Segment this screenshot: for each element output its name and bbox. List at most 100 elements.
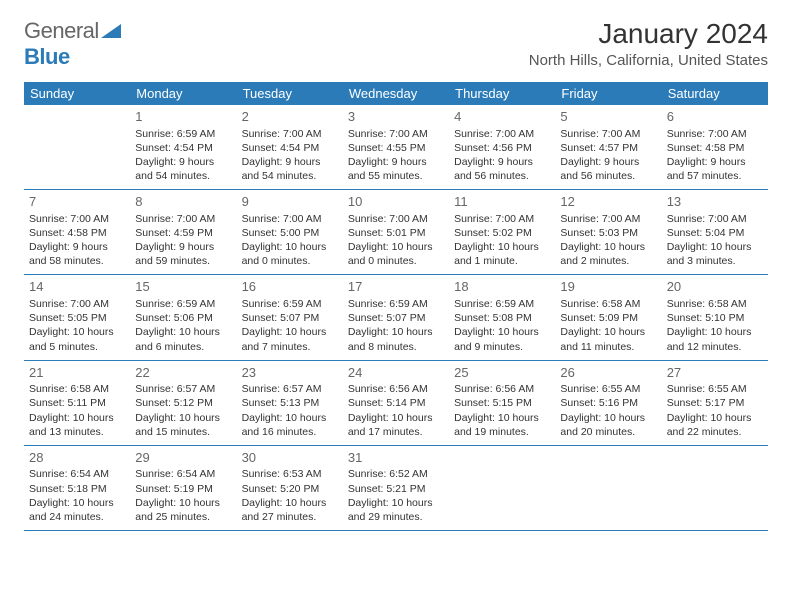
sunrise-text: Sunrise: 7:00 AM [560, 212, 656, 226]
calendar-cell: 24Sunrise: 6:56 AMSunset: 5:14 PMDayligh… [343, 360, 449, 445]
day-number: 26 [560, 364, 656, 382]
day-number: 6 [667, 108, 763, 126]
sunset-text: Sunset: 5:01 PM [348, 226, 444, 240]
day-header-row: Sunday Monday Tuesday Wednesday Thursday… [24, 82, 768, 105]
sunrise-text: Sunrise: 6:58 AM [560, 297, 656, 311]
sunset-text: Sunset: 4:54 PM [135, 141, 231, 155]
sunrise-text: Sunrise: 7:00 AM [242, 212, 338, 226]
calendar-cell [24, 105, 130, 190]
day-number: 10 [348, 193, 444, 211]
calendar-week-row: 1Sunrise: 6:59 AMSunset: 4:54 PM Daylight… [24, 105, 768, 190]
sunrise-text: Sunrise: 7:00 AM [667, 127, 763, 141]
calendar-cell: 27Sunrise: 6:55 AMSunset: 5:17 PMDayligh… [662, 360, 768, 445]
calendar-week-row: 14Sunrise: 7:00 AMSunset: 5:05 PM Dayligh… [24, 275, 768, 360]
daylight-text: Daylight: 9 hours and 55 minutes. [348, 155, 444, 183]
daylight-text: Daylight: 10 hours and 11 minutes. [560, 325, 656, 353]
daylight-text: Daylight: 10 hours and 17 minutes. [348, 411, 444, 439]
day-number: 22 [135, 364, 231, 382]
calendar-cell: 13Sunrise: 7:00 AMSunset: 5:04 PMDayligh… [662, 190, 768, 275]
day-number: 21 [29, 364, 125, 382]
sunset-text: Sunset: 5:02 PM [454, 226, 550, 240]
calendar-cell: 15Sunrise: 6:59 AMSunset: 5:06 PMDayligh… [130, 275, 236, 360]
sunset-text: Sunset: 4:59 PM [135, 226, 231, 240]
daylight-text: Daylight: 10 hours and 25 minutes. [135, 496, 231, 524]
brand-part1: General [24, 18, 99, 43]
sunset-text: Sunset: 5:05 PM [29, 311, 125, 325]
daylight-text: Daylight: 10 hours and 0 minutes. [242, 240, 338, 268]
calendar-cell: 14Sunrise: 7:00 AMSunset: 5:05 PMDayligh… [24, 275, 130, 360]
sunrise-text: Sunrise: 6:59 AM [135, 127, 231, 141]
day-number: 20 [667, 278, 763, 296]
daylight-text: Daylight: 10 hours and 7 minutes. [242, 325, 338, 353]
calendar-cell: 31Sunrise: 6:52 AMSunset: 5:21 PMDayligh… [343, 445, 449, 530]
daylight-text: Daylight: 10 hours and 1 minute. [454, 240, 550, 268]
day-header: Monday [130, 82, 236, 105]
day-number: 13 [667, 193, 763, 211]
day-number: 27 [667, 364, 763, 382]
daylight-text: Daylight: 10 hours and 27 minutes. [242, 496, 338, 524]
sunrise-text: Sunrise: 6:53 AM [242, 467, 338, 481]
calendar-cell: 20Sunrise: 6:58 AMSunset: 5:10 PMDayligh… [662, 275, 768, 360]
sunset-text: Sunset: 5:03 PM [560, 226, 656, 240]
calendar-cell: 22Sunrise: 6:57 AMSunset: 5:12 PMDayligh… [130, 360, 236, 445]
day-number: 14 [29, 278, 125, 296]
sunset-text: Sunset: 5:04 PM [667, 226, 763, 240]
sunset-text: Sunset: 5:00 PM [242, 226, 338, 240]
daylight-text: Daylight: 10 hours and 29 minutes. [348, 496, 444, 524]
daylight-text: Daylight: 10 hours and 3 minutes. [667, 240, 763, 268]
calendar-cell: 1Sunrise: 6:59 AMSunset: 4:54 PMDaylight… [130, 105, 236, 190]
sunrise-text: Sunrise: 7:00 AM [454, 212, 550, 226]
day-number: 9 [242, 193, 338, 211]
day-number: 2 [242, 108, 338, 126]
calendar-cell: 4Sunrise: 7:00 AMSunset: 4:56 PMDaylight… [449, 105, 555, 190]
calendar-cell: 23Sunrise: 6:57 AMSunset: 5:13 PMDayligh… [237, 360, 343, 445]
daylight-text: Daylight: 10 hours and 9 minutes. [454, 325, 550, 353]
title-block: January 2024 North Hills, California, Un… [529, 18, 768, 69]
calendar-cell: 16Sunrise: 6:59 AMSunset: 5:07 PMDayligh… [237, 275, 343, 360]
sunset-text: Sunset: 5:10 PM [667, 311, 763, 325]
day-number: 12 [560, 193, 656, 211]
sunset-text: Sunset: 5:16 PM [560, 396, 656, 410]
daylight-text: Daylight: 10 hours and 16 minutes. [242, 411, 338, 439]
sunrise-text: Sunrise: 7:00 AM [667, 212, 763, 226]
sunrise-text: Sunrise: 7:00 AM [560, 127, 656, 141]
day-number: 23 [242, 364, 338, 382]
day-number: 16 [242, 278, 338, 296]
daylight-text: Daylight: 10 hours and 13 minutes. [29, 411, 125, 439]
sunrise-text: Sunrise: 6:58 AM [29, 382, 125, 396]
sunset-text: Sunset: 5:07 PM [242, 311, 338, 325]
sunrise-text: Sunrise: 6:59 AM [348, 297, 444, 311]
sunset-text: Sunset: 5:14 PM [348, 396, 444, 410]
sunset-text: Sunset: 5:09 PM [560, 311, 656, 325]
day-number: 25 [454, 364, 550, 382]
daylight-text: Daylight: 9 hours and 56 minutes. [560, 155, 656, 183]
calendar-cell: 26Sunrise: 6:55 AMSunset: 5:16 PMDayligh… [555, 360, 661, 445]
sunset-text: Sunset: 5:07 PM [348, 311, 444, 325]
day-number: 4 [454, 108, 550, 126]
calendar-cell: 11Sunrise: 7:00 AMSunset: 5:02 PMDayligh… [449, 190, 555, 275]
sunset-text: Sunset: 5:21 PM [348, 482, 444, 496]
sunset-text: Sunset: 4:58 PM [29, 226, 125, 240]
daylight-text: Daylight: 9 hours and 57 minutes. [667, 155, 763, 183]
calendar-cell: 18Sunrise: 6:59 AMSunset: 5:08 PMDayligh… [449, 275, 555, 360]
day-header: Thursday [449, 82, 555, 105]
day-number: 30 [242, 449, 338, 467]
daylight-text: Daylight: 10 hours and 19 minutes. [454, 411, 550, 439]
calendar-cell: 7Sunrise: 7:00 AMSunset: 4:58 PMDaylight… [24, 190, 130, 275]
day-number: 1 [135, 108, 231, 126]
day-number: 24 [348, 364, 444, 382]
day-number: 19 [560, 278, 656, 296]
sunrise-text: Sunrise: 6:55 AM [667, 382, 763, 396]
sunrise-text: Sunrise: 7:00 AM [348, 127, 444, 141]
sunrise-text: Sunrise: 6:59 AM [135, 297, 231, 311]
sunrise-text: Sunrise: 7:00 AM [135, 212, 231, 226]
calendar-cell: 3Sunrise: 7:00 AMSunset: 4:55 PMDaylight… [343, 105, 449, 190]
calendar-week-row: 21Sunrise: 6:58 AMSunset: 5:11 PMDayligh… [24, 360, 768, 445]
calendar-cell: 12Sunrise: 7:00 AMSunset: 5:03 PMDayligh… [555, 190, 661, 275]
sunset-text: Sunset: 4:55 PM [348, 141, 444, 155]
daylight-text: Daylight: 10 hours and 15 minutes. [135, 411, 231, 439]
sunrise-text: Sunrise: 7:00 AM [29, 297, 125, 311]
daylight-text: Daylight: 10 hours and 22 minutes. [667, 411, 763, 439]
day-number: 31 [348, 449, 444, 467]
daylight-text: Daylight: 9 hours and 58 minutes. [29, 240, 125, 268]
